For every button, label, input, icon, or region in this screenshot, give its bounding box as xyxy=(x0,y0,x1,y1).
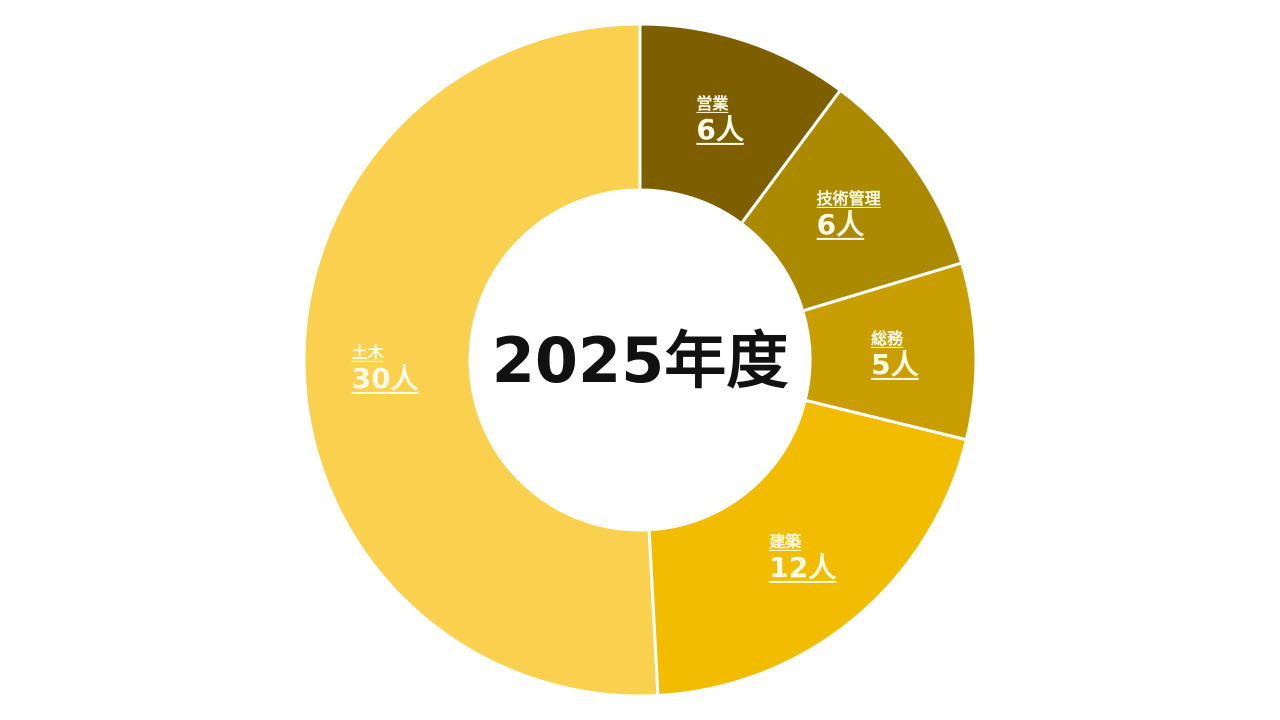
slice-value: 12人 xyxy=(769,551,837,585)
slice-name: 営業 xyxy=(696,93,729,113)
slice-name: 建築 xyxy=(769,532,802,552)
slice-name: 技術管理 xyxy=(816,189,881,209)
slice-value: 30人 xyxy=(351,361,419,395)
slice-3 xyxy=(647,398,969,698)
slice-name: 土木 xyxy=(351,342,384,362)
slice-label: 土木 30人 xyxy=(352,339,419,395)
slice-name: 総務 xyxy=(871,329,904,349)
slice-label: 総務 5人 xyxy=(871,325,918,381)
slice-value: 6人 xyxy=(696,112,744,146)
slice-4 xyxy=(302,22,660,698)
slice-0 xyxy=(638,22,843,226)
slice-label: 営業 6人 xyxy=(696,90,743,146)
center-label: 2025年度 xyxy=(491,324,789,397)
slice-label: 技術管理 6人 xyxy=(817,185,881,241)
slice-label: 建築 12人 xyxy=(769,528,836,584)
slice-value: 6人 xyxy=(816,208,865,242)
slice-value: 5人 xyxy=(871,348,919,382)
slice-1 xyxy=(739,88,964,313)
